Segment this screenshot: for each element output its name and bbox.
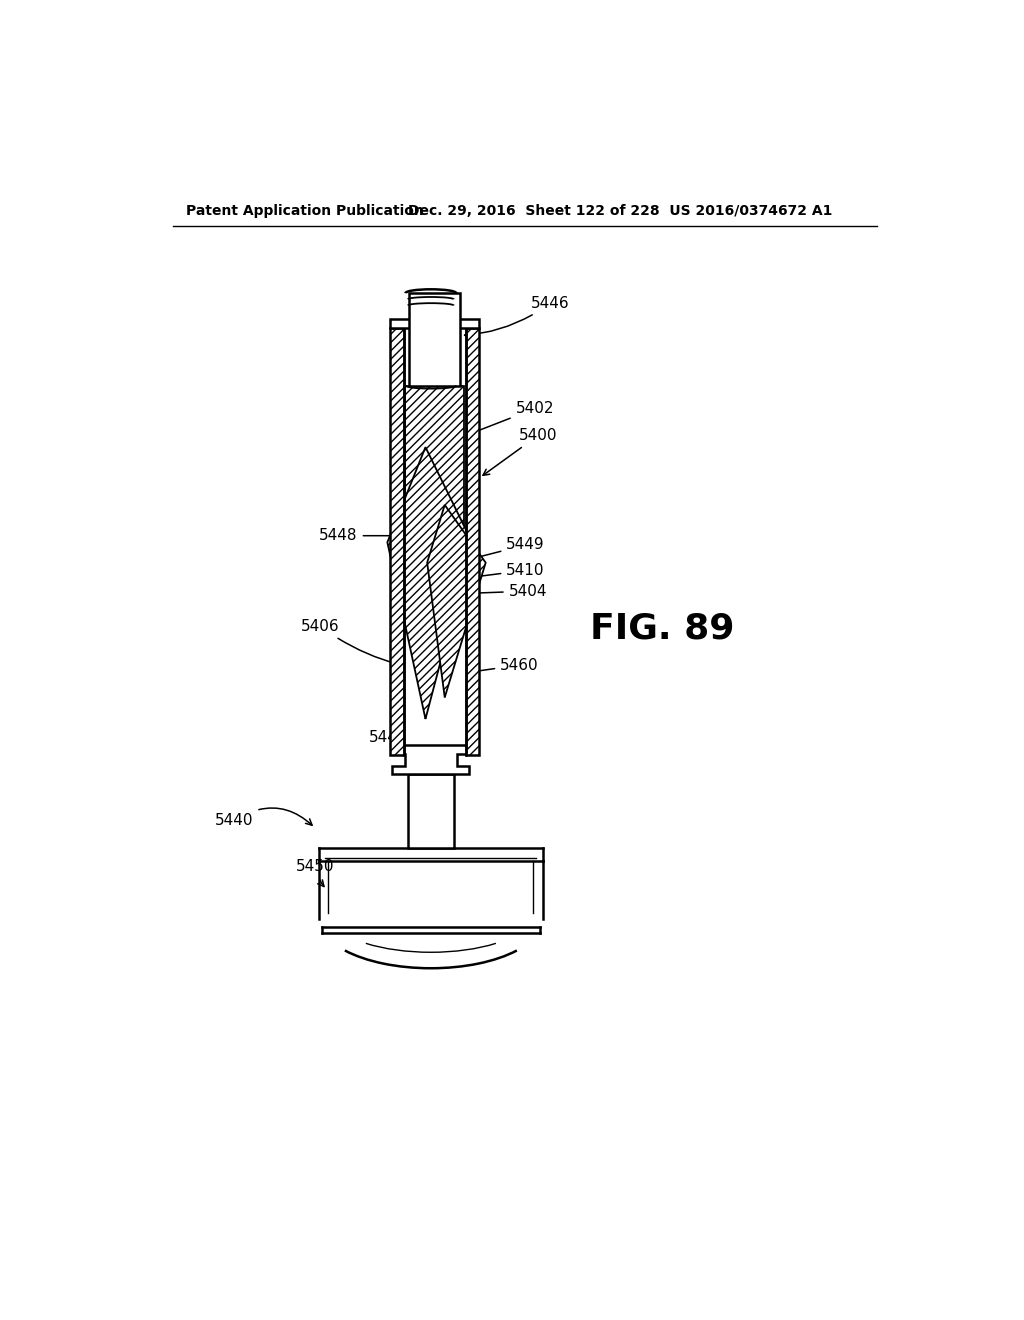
Text: 5440: 5440 bbox=[215, 808, 312, 828]
Text: 5400: 5400 bbox=[483, 428, 557, 475]
Bar bbox=[408, 775, 454, 847]
Bar bbox=[390, 327, 403, 755]
Polygon shape bbox=[406, 385, 464, 528]
Bar bbox=[410, 293, 460, 385]
Text: 5446: 5446 bbox=[465, 296, 569, 338]
Text: Dec. 29, 2016  Sheet 122 of 228  US 2016/0374672 A1: Dec. 29, 2016 Sheet 122 of 228 US 2016/0… bbox=[408, 203, 833, 218]
Text: 5460: 5460 bbox=[470, 657, 539, 675]
Text: 5402: 5402 bbox=[470, 401, 554, 434]
Polygon shape bbox=[427, 506, 485, 697]
Bar bbox=[403, 327, 466, 755]
Text: 5450: 5450 bbox=[296, 859, 335, 887]
Bar bbox=[466, 327, 479, 755]
Text: 5410: 5410 bbox=[470, 562, 545, 579]
Text: 5404: 5404 bbox=[470, 583, 547, 599]
Bar bbox=[390, 318, 479, 327]
Text: 5449: 5449 bbox=[470, 537, 545, 561]
Text: Patent Application Publication: Patent Application Publication bbox=[186, 203, 424, 218]
Polygon shape bbox=[392, 744, 469, 775]
Text: FIG. 89: FIG. 89 bbox=[590, 611, 734, 645]
Text: 5448: 5448 bbox=[319, 528, 401, 544]
Text: 5447: 5447 bbox=[370, 730, 408, 751]
Polygon shape bbox=[387, 447, 472, 719]
Text: 5406: 5406 bbox=[301, 619, 397, 665]
